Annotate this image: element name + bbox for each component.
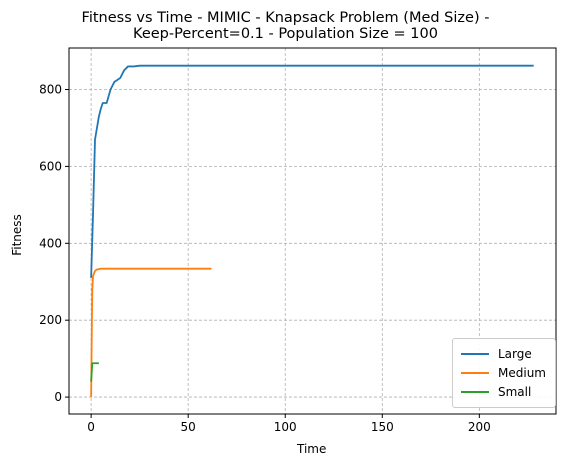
- x-tick-label: 200: [468, 420, 491, 434]
- series-line-large: [90, 64, 534, 278]
- y-tick-label: 600: [39, 159, 62, 173]
- x-tick-label: 0: [87, 420, 95, 434]
- series-layer: [90, 64, 534, 398]
- x-axis-label: Time: [297, 442, 327, 456]
- legend-swatch-medium: [461, 372, 489, 374]
- y-tick-label: 200: [39, 313, 62, 327]
- plot-frame: [68, 47, 557, 415]
- y-tick-label: 0: [54, 390, 62, 404]
- legend-item-medium: Medium: [461, 364, 546, 382]
- legend-label-medium: Medium: [498, 366, 546, 380]
- x-tick-label: 50: [181, 420, 196, 434]
- legend-item-small: Small: [461, 383, 531, 401]
- legend-swatch-large: [461, 353, 489, 355]
- x-tick-label: 100: [274, 420, 297, 434]
- legend-item-large: Large: [461, 345, 532, 363]
- y-axis-label: Fitness: [9, 214, 24, 256]
- tick-layer: 0 50 100 150 200 0 200 400 600 800: [39, 83, 491, 434]
- series-line-small: [90, 362, 99, 382]
- chart-title: Fitness vs Time - MIMIC - Knapsack Probl…: [81, 10, 490, 26]
- legend: Large Medium Small: [452, 338, 556, 408]
- legend-label-small: Small: [498, 385, 532, 399]
- y-tick-label: 400: [39, 236, 62, 250]
- chart-subtitle: Keep-Percent=0.1 - Population Size = 100: [133, 26, 438, 42]
- legend-swatch-small: [461, 391, 489, 393]
- x-tick-label: 150: [371, 420, 394, 434]
- y-tick-label: 800: [39, 83, 62, 97]
- series-line-medium: [90, 267, 212, 398]
- legend-label-large: Large: [498, 347, 532, 361]
